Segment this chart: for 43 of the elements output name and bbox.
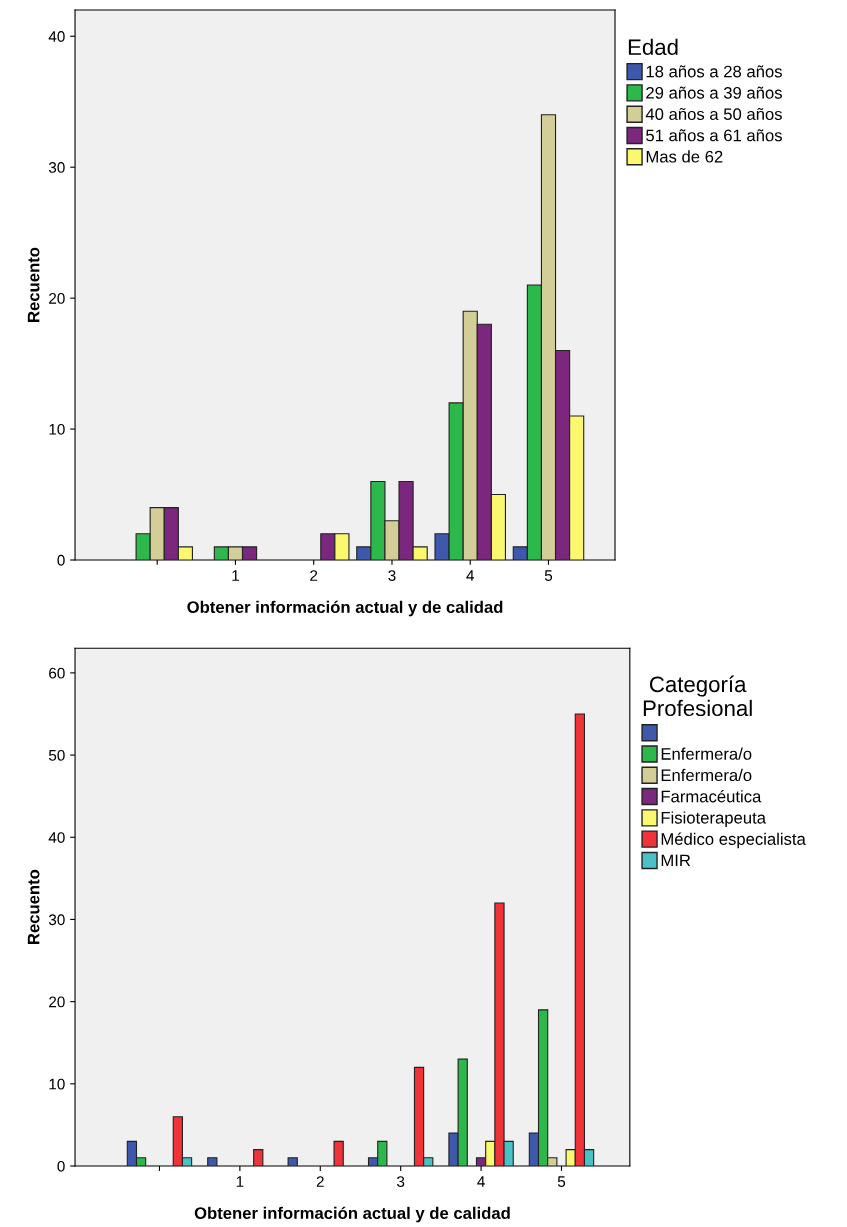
legend-label: 18 años a 28 años: [646, 65, 782, 78]
y-tick-label: 20: [49, 996, 65, 1008]
y-tick-label: 40: [48, 832, 65, 843]
legend-title: Edad: [628, 38, 678, 56]
x-tick-label: 5: [544, 570, 553, 581]
legend-label: MIR: [661, 854, 691, 867]
legend-label: 40 años a 50 años: [645, 107, 782, 121]
bar: [207, 1157, 218, 1167]
y-tick-label: 40: [48, 31, 65, 42]
x-axis-title: Obtener información actual y de calidad: [187, 600, 503, 617]
legend-label: 51 años a 61 años: [646, 129, 782, 142]
y-tick-label: 30: [48, 162, 65, 173]
x-axis-title: Obtener información actual y de calidad: [194, 1206, 510, 1223]
bar: [253, 1149, 264, 1167]
y-tick-label: 20: [49, 292, 65, 304]
x-tick-label: 5: [557, 1176, 566, 1187]
legend-label: Farmacéutica: [661, 789, 762, 803]
y-tick-label: 0: [57, 1160, 65, 1172]
y-tick-label: 50: [48, 749, 65, 761]
x-tick-label: 1: [236, 1176, 244, 1187]
legend-label: Enfermera/o: [661, 747, 752, 760]
x-tick-label: 1: [232, 570, 239, 581]
legend-label: Mas de 62: [646, 150, 723, 163]
y-axis-title: Recuento: [27, 247, 40, 322]
legend-label: Enfermera/o: [661, 768, 752, 782]
x-tick-label: 2: [310, 570, 318, 581]
legend-label: 29 años a 39 años: [646, 86, 782, 99]
x-tick-label: 3: [388, 570, 396, 581]
y-tick-label: 30: [48, 914, 65, 926]
y-tick-label: 10: [49, 423, 65, 435]
x-tick-label: 4: [477, 1176, 485, 1187]
legend-label: Médico especialista: [661, 832, 806, 849]
bar: [287, 1157, 298, 1167]
legend-title: Categoría Profesional: [643, 675, 752, 717]
x-tick-label: 4: [466, 570, 475, 581]
bar: [333, 1140, 344, 1167]
y-tick-label: 10: [49, 1078, 65, 1090]
x-tick-label: 3: [397, 1176, 405, 1187]
legend-label: Fisioterapeuta: [661, 811, 766, 827]
y-axis-title: Recuento: [27, 869, 40, 944]
y-tick-label: 60: [49, 667, 65, 679]
y-tick-label: 0: [57, 554, 65, 566]
x-tick-label: 2: [316, 1176, 324, 1187]
